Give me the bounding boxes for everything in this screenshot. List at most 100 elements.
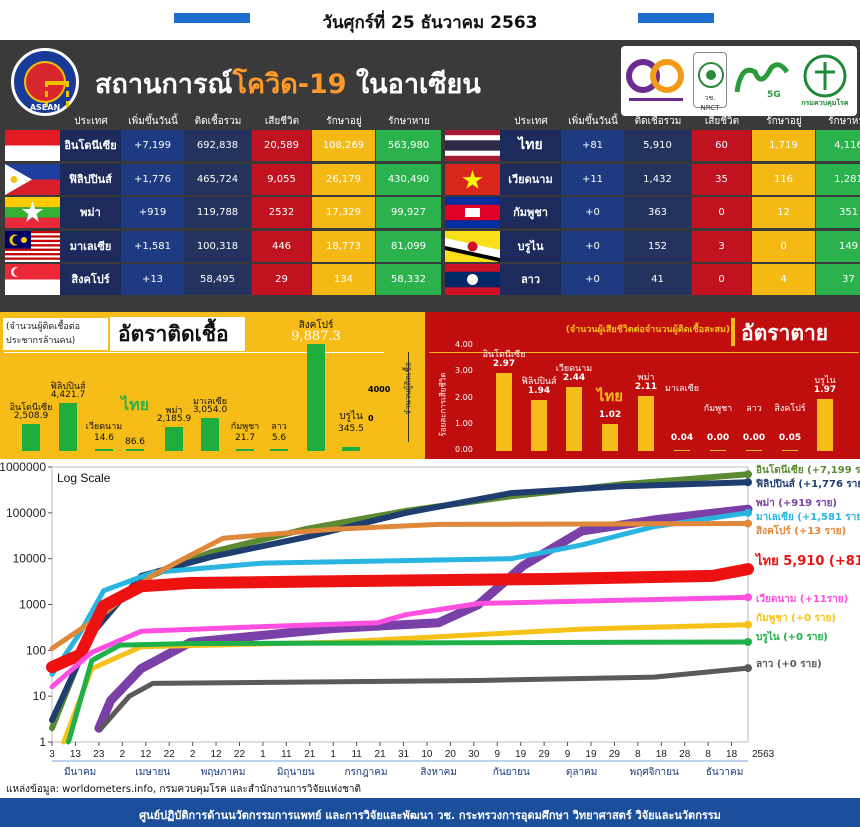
series-label: สิงคโปร์ (+13 ราย) xyxy=(756,524,846,537)
infection-title: อัตราติดเชื้อ xyxy=(110,317,245,351)
infection-value-label: 14.6 xyxy=(93,433,115,443)
cell-total: 363 xyxy=(624,197,691,228)
cell-total: 58,495 xyxy=(184,264,251,295)
cell-active: 108,269 xyxy=(312,130,375,161)
cell-deaths: 9,055 xyxy=(252,163,311,195)
y-tick-label: 10 xyxy=(33,689,47,703)
death-ytick: 1.00 xyxy=(455,418,473,428)
cell-recovered: 4,116 xyxy=(816,130,860,161)
cell-total: 692,838 xyxy=(184,130,251,161)
page-title: สถานการณ์โควิด-19 ในอาเซียน xyxy=(95,69,481,100)
series-line xyxy=(98,665,751,731)
cell-deaths: 3 xyxy=(692,230,751,262)
x-tick-label: 18 xyxy=(656,749,668,760)
series-end-point xyxy=(744,565,752,574)
date-bar: วันศุกร์ที่ 25 ธันวาคม 2563 xyxy=(0,0,860,40)
death-value-label: 1.02 xyxy=(598,410,622,421)
series-label: ไทย 5,910 (+81 ราย) xyxy=(754,552,860,569)
x-tick-label: 29 xyxy=(539,749,551,760)
cell-new: +0 xyxy=(562,197,623,228)
logo-ddc: กรมควบคุมโรค xyxy=(797,52,853,108)
cell-deaths: 20,589 xyxy=(252,130,311,161)
cell-new: +1,776 xyxy=(122,163,183,195)
death-divider xyxy=(429,352,859,353)
infection-category-label: อินโดนีเซีย xyxy=(9,402,53,413)
x-tick-label: 21 xyxy=(375,749,387,760)
x-tick-label: 12 xyxy=(140,749,152,760)
x-tick-label: 20 xyxy=(445,749,457,760)
death-bar xyxy=(531,400,547,451)
year-label: 2563 xyxy=(752,749,775,760)
cell-recovered: 351 xyxy=(816,197,860,228)
death-category-label: สิงคโปร์ xyxy=(774,404,806,414)
series-label: เวียดนาม (+11ราย) xyxy=(756,593,848,605)
month-label: ตุลาคม xyxy=(566,767,598,778)
table-row: บรูไน +0 152 3 0 149 xyxy=(445,230,860,262)
infection-category-label: ไทย xyxy=(121,395,149,414)
death-bar xyxy=(817,399,833,451)
infection-value-label: 21.7 xyxy=(234,433,256,443)
logo-nrct: วช. NRCT xyxy=(693,52,727,112)
x-tick-label: 2 xyxy=(120,749,126,760)
flag-thailand xyxy=(445,130,500,161)
cell-total: 1,432 xyxy=(624,163,691,195)
cell-deaths: 35 xyxy=(692,163,751,195)
cell-recovered: 81,099 xyxy=(376,230,441,262)
left-stripe xyxy=(174,13,250,23)
flag-malaysia xyxy=(5,230,60,262)
x-tick-label: 28 xyxy=(679,749,691,760)
infection-subtitle: (จำนวนผู้ติดเชื้อต่อประชากรล้านคน) xyxy=(3,318,108,350)
right-header-5: รักษาหาย xyxy=(828,116,860,127)
infection-value-label: 345.5 xyxy=(338,424,364,434)
infection-bar xyxy=(307,344,325,451)
death-rate-panel: (จำนวนผู้เสียชีวิตต่อจำนวนผู้ติดเชื้อสะส… xyxy=(425,312,860,459)
infection-bar xyxy=(95,449,113,451)
y-tick-label: 100 xyxy=(26,643,46,657)
x-tick-label: 11 xyxy=(351,749,362,760)
infection-axis: 0 4000 จำนวนผู้ติดเชื้อ xyxy=(368,352,426,444)
cell-country: อินโดนีเซีย xyxy=(60,130,121,161)
x-tick-label: 22 xyxy=(164,749,176,760)
logo-nrct-anniversary xyxy=(625,52,687,108)
infection-category-label: กัมพูชา xyxy=(230,422,260,432)
death-title-marker xyxy=(731,318,735,346)
death-value-label: 2.44 xyxy=(562,372,586,383)
death-category-label: พม่า xyxy=(637,372,655,383)
infection-value-label: 4,421.7 xyxy=(50,390,86,401)
cell-country: ลาว xyxy=(500,264,561,295)
death-value-label: 0.00 xyxy=(742,433,766,443)
cell-recovered: 563,980 xyxy=(376,130,441,161)
death-ytick: 0.00 xyxy=(455,445,473,454)
infection-bar xyxy=(342,447,360,451)
series-line xyxy=(65,639,751,745)
cell-recovered: 149 xyxy=(816,230,860,262)
flag-philippines xyxy=(5,163,60,195)
infection-bar xyxy=(165,427,183,451)
cell-active: 1,719 xyxy=(752,130,815,161)
infection-category-label: สิงคโปร์ xyxy=(298,320,334,332)
infection-tick-0: 0 xyxy=(368,414,374,423)
table-row: เวียดนาม +11 1,432 35 116 1,281 xyxy=(445,163,860,195)
cell-recovered: 99,927 xyxy=(376,197,441,228)
infection-bar xyxy=(126,449,144,451)
flag-indonesia xyxy=(5,130,60,161)
month-label: กรกฎาคม xyxy=(344,767,387,778)
cell-new: +81 xyxy=(562,130,623,161)
right-header-1: เพิ่มขึ้นวันนี้ xyxy=(568,116,618,127)
cell-total: 100,318 xyxy=(184,230,251,262)
series-end-point xyxy=(744,508,752,517)
death-category-label: มาเลเซีย xyxy=(664,384,700,394)
death-value-label: 2.97 xyxy=(492,359,516,370)
cell-country: บรูไน xyxy=(500,230,561,262)
x-tick-label: 30 xyxy=(468,749,480,760)
x-tick-label: 13 xyxy=(70,749,82,760)
series-end-point xyxy=(744,620,752,629)
death-value-label: 0.05 xyxy=(778,433,802,443)
series-label: ฟิลิปปินส์ (+1,776 ราย) xyxy=(756,478,860,490)
cell-active: 12 xyxy=(752,197,815,228)
death-bar xyxy=(782,449,798,451)
cell-deaths: 0 xyxy=(692,197,751,228)
cell-country: กัมพูชา xyxy=(500,197,561,228)
death-bar xyxy=(746,450,762,451)
cell-deaths: 60 xyxy=(692,130,751,161)
